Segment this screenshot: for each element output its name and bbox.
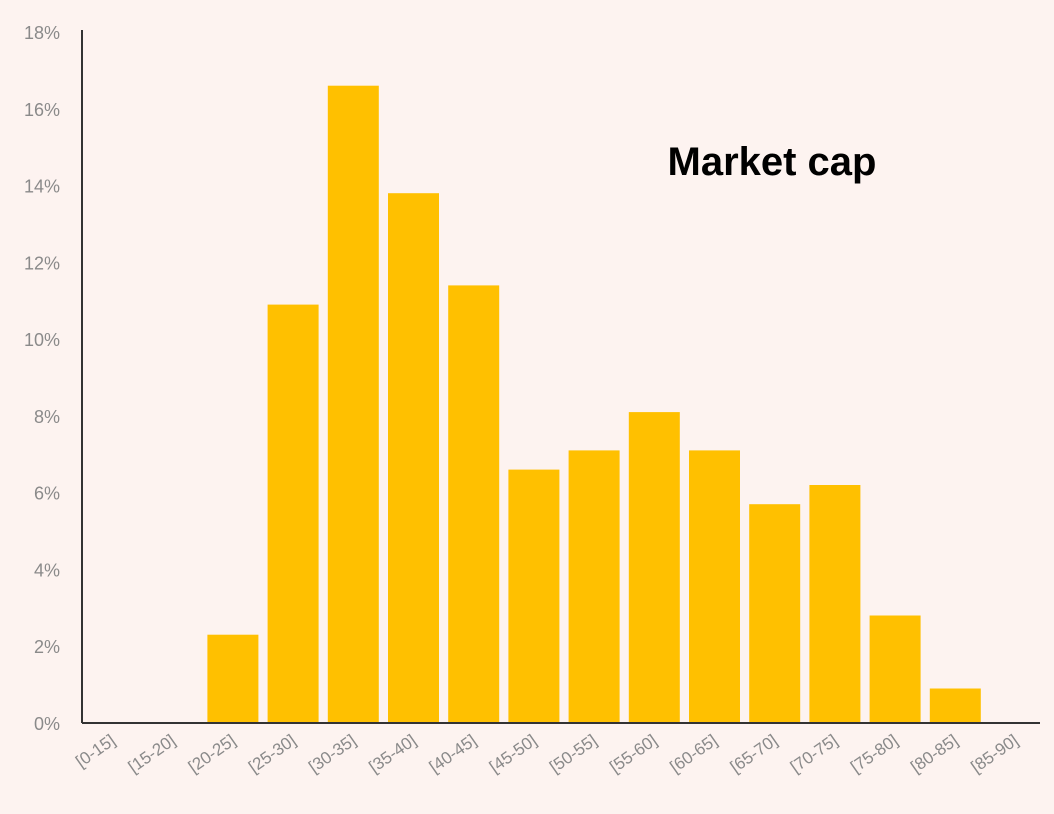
bar-60-65 xyxy=(689,450,740,723)
y-tick-label: 18% xyxy=(24,23,60,43)
bar-70-75 xyxy=(809,485,861,723)
bar-35-40 xyxy=(388,193,439,723)
y-axis-ticks: 0% 2% 4% 6% 8% 10% 12% 14% 16% 18% xyxy=(24,23,60,734)
y-tick-label: 12% xyxy=(24,253,60,273)
y-tick-label: 4% xyxy=(34,560,60,580)
y-tick-label: 8% xyxy=(34,407,60,427)
bar-45-50 xyxy=(508,469,560,723)
bar-65-70 xyxy=(749,504,801,723)
y-tick-label: 0% xyxy=(34,714,60,734)
y-tick-label: 14% xyxy=(24,177,60,197)
y-tick-label: 6% xyxy=(34,484,60,504)
bar-40-45 xyxy=(448,285,500,723)
bar-55-60 xyxy=(628,412,680,723)
y-tick-label: 10% xyxy=(24,330,60,350)
chart-title: Market cap xyxy=(668,140,877,184)
bar-30-35 xyxy=(327,85,379,723)
y-tick-label: 2% xyxy=(34,637,60,657)
bar-25-30 xyxy=(267,304,319,723)
bar-80-85 xyxy=(929,688,981,723)
bar-50-55 xyxy=(568,450,620,723)
y-tick-label: 16% xyxy=(24,100,60,120)
bars-group xyxy=(207,85,981,723)
bar-20-25 xyxy=(207,634,259,723)
bar-75-80 xyxy=(869,615,921,723)
